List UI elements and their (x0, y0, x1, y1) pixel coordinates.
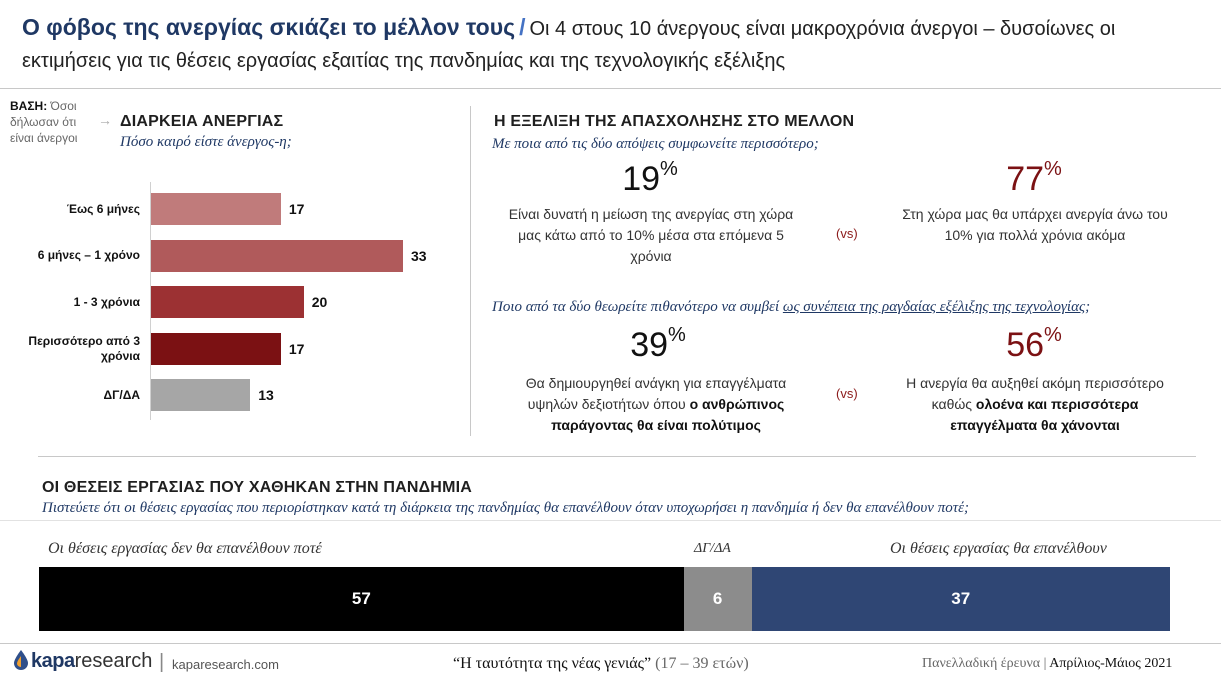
duration-bar-value: 20 (311, 294, 328, 310)
kapa-logo: kaparesearch (31, 650, 153, 672)
footer-survey: Πανελλαδική έρευνα | Απρίλιος-Μάιος 2021 (922, 656, 1173, 671)
base-text: Όσοι δήλωσαν ότι είναι άνεργοι (10, 99, 78, 145)
section-divider (470, 106, 471, 436)
duration-bar-value: 17 (288, 340, 305, 357)
duration-question: Πόσο καιρό είστε άνεργος-η; (120, 134, 292, 150)
q1-right-statement: Στη χώρα μας θα υπάρχει ανεργία άνω του … (902, 206, 1168, 243)
footer-study: “Η ταυτότητα της νέας γενιάς” (17 – 39 ε… (453, 655, 749, 672)
q2-right-statement: Η ανεργία θα αυξηθεί ακόμη περισσότερο κ… (906, 375, 1164, 433)
base-note: ΒΑΣΗ: Όσοι δήλωσαν ότι είναι άνεργοι (10, 98, 100, 146)
duration-bar-label: Έως 6 μήνες (66, 201, 140, 216)
duration-bar-value: 33 (411, 247, 427, 264)
jobs-stacked-bar: 57 6 37 (39, 567, 1170, 631)
jobs-label-dk: ΔΓ/ΔΑ (694, 541, 731, 556)
jobs-title: ΟΙ ΘΕΣΕΙΣ ΕΡΓΑΣΙΑΣ ΠΟΥ ΧΑΘΗΚΑΝ ΣΤΗΝ ΠΑΝΔ… (42, 479, 472, 496)
duration-bar-label: ΔΓ/ΔΑ (103, 387, 140, 402)
footer-divider (0, 643, 1221, 644)
duration-bar (151, 286, 304, 318)
duration-bar-label: Περισσότερο από 3 χρόνια (28, 333, 140, 363)
duration-title: ΔΙΑΡΚΕΙΑ ΑΝΕΡΓΙΑΣ (120, 113, 284, 130)
duration-bar-value: 17 (288, 201, 305, 217)
jobs-bar-segment: 57 (39, 567, 684, 631)
title-main: Ο φόβος της ανεργίας σκιάζει το μέλλον τ… (22, 14, 516, 40)
jobs-question: Πιστεύετε ότι οι θέσεις εργασίας που περ… (42, 500, 969, 516)
jobs-bar-segment: 37 (751, 567, 1170, 631)
jobs-bar-segment: 6 (683, 567, 752, 631)
jobs-label-never: Οι θέσεις εργασίας δεν θα επανέλθουν ποτ… (48, 540, 322, 557)
q1-vs: (vs) (836, 226, 858, 241)
q1-left-statement: Είναι δυνατή η μείωση της ανεργίας στη χ… (508, 206, 794, 264)
middle-divider (38, 456, 1196, 457)
q2-left-percent: 39% (630, 324, 686, 364)
page-title: Ο φόβος της ανεργίας σκιάζει το μέλλον τ… (22, 12, 1115, 44)
jobs-label-return: Οι θέσεις εργασίας θα επανέλθουν (890, 540, 1107, 557)
title-slash: / (519, 14, 526, 40)
jobs-question-rule (0, 520, 1221, 521)
duration-bar (151, 379, 251, 411)
duration-bar-label: 6 μήνες – 1 χρόνο (37, 248, 140, 262)
title-subtitle-line2: εκτιμήσεις για τις θέσεις εργασίας εξαιτ… (22, 50, 786, 72)
title-subtitle-line1: Οι 4 στους 10 άνεργους είναι μακροχρόνια… (529, 18, 1116, 40)
duration-bar-label: 1 - 3 χρόνια (73, 294, 140, 309)
future-question-1: Με ποια από τις δύο απόψεις συμφωνείτε π… (492, 136, 819, 152)
duration-bar (151, 332, 281, 365)
q1-left-percent: 19% (622, 158, 678, 198)
q1-right-percent: 77% (1006, 158, 1062, 198)
base-label: ΒΑΣΗ: (10, 99, 48, 113)
future-title: Η ΕΞΕΛΙΞΗ ΤΗΣ ΑΠΑΣΧΟΛΗΣΗΣ ΣΤΟ ΜΕΛΛΟΝ (494, 113, 855, 130)
q2-right-percent: 56% (1006, 324, 1062, 364)
q2-left-statement: Θα δημιουργηθεί ανάγκη για επαγγέλματα υ… (525, 375, 787, 433)
footer-site: kaparesearch.com (172, 657, 279, 672)
header-divider (0, 88, 1221, 89)
arrow-right-icon: → (98, 112, 112, 128)
duration-bar (151, 239, 403, 272)
duration-bar (151, 193, 281, 225)
duration-bar-value: 13 (258, 387, 274, 403)
logo-divider: | (159, 651, 165, 673)
future-question-2: Ποιο από τα δύο θεωρείτε πιθανότερο να σ… (492, 299, 1091, 315)
q2-vs: (vs) (836, 386, 858, 401)
kapa-logo-drop-icon (14, 650, 28, 670)
duration-axis-line (150, 182, 151, 420)
